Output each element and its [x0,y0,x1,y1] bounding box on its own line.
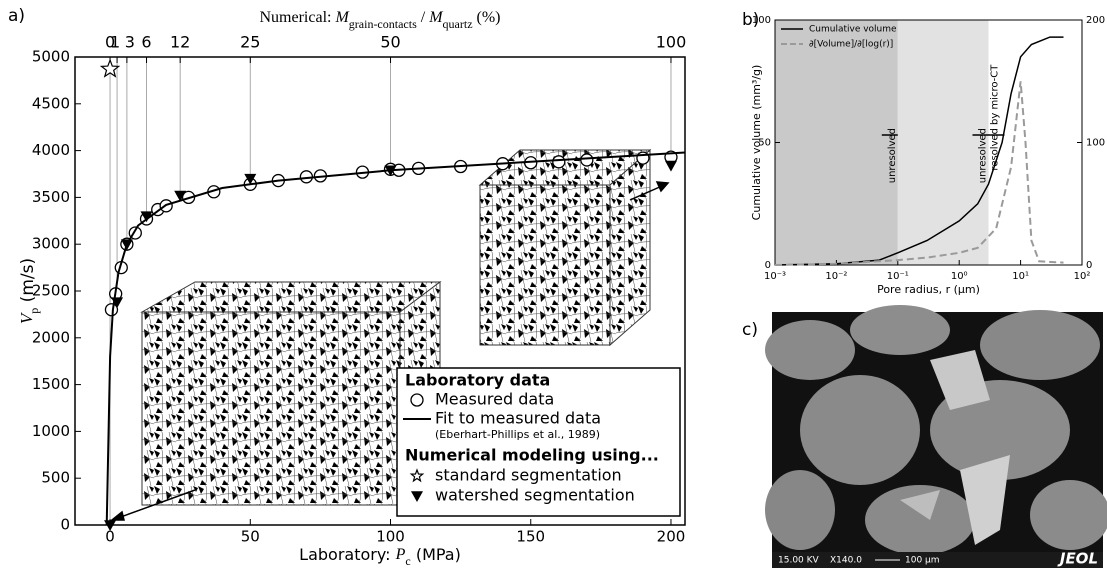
y-tick-label: 0 [765,260,771,271]
legend-label: Fit to measured data [435,409,601,428]
x2-tick-label: 100 [656,33,687,52]
resolution-region [775,20,898,265]
axis-label-part: Laboratory: [299,545,395,564]
region-label: by micro-CT [989,64,1000,125]
y-tick-label: 0 [60,516,70,534]
y2-tick-label: 0 [1086,260,1092,271]
axis-label-part: (m/s) [18,258,38,308]
sem-footer: JEOL [1057,550,1098,568]
y2-tick-label: 200 [1086,15,1105,26]
sem-footer: X140.0 [830,556,862,566]
y2-tick-label: 100 [1086,138,1105,149]
axis-label: Vp (m/s) [17,258,41,324]
y-tick-label: 3500 [32,188,70,206]
y-tick-label: 3000 [32,235,70,253]
legend-label: watershed segmentation [435,486,635,505]
axis-label-part: Numerical: [259,9,335,26]
x-tick-label: 10⁻¹ [887,271,909,282]
sem-footer: 15.00 KV [778,556,820,566]
x2-tick-label: 6 [141,33,151,52]
region-label: unresolved [977,128,988,183]
inset-cube-large [142,282,440,505]
resolution-region [898,20,989,265]
x2-tick-label: 3 [125,33,135,52]
legend-group: Numerical modeling using... [405,446,659,465]
axis-label-part: / [417,9,429,26]
legend-label: Cumulative volume [809,25,897,35]
x-tick-label: 50 [241,528,260,546]
y-tick-label: 5000 [32,48,70,66]
x-tick-label: 10² [1074,271,1091,282]
legend-label: ∂[Volume]/∂[log(r)] [809,40,893,50]
x-tick-label: 10⁻³ [764,271,786,282]
sem-image [765,305,1107,568]
data-point [553,156,565,168]
x2-tick-label: 1 [110,33,120,52]
legend-group: Laboratory data [405,371,550,390]
axis-label-part: grain-contacts [349,17,417,31]
legend-marker [411,394,423,406]
axis-label-part: quartz [443,17,473,31]
data-point [665,161,677,172]
y-tick-label: 100 [752,15,771,26]
legend-label: Measured data [435,390,554,409]
data-point [581,154,593,166]
region-label: unresolved [887,128,898,183]
figure: c) 15.00 KV X140.0 100 µm JEOL a) 0 136 12 2… [0,0,1107,570]
axis-label-part: P [395,546,406,563]
x-axis-label: Pore radius, r (µm) [877,283,980,296]
axis-label: Numerical: Mgrain-contacts / Mquartz (%) [259,9,500,31]
panel-label: a) [8,6,25,26]
x2-tick-label: 25 [240,33,260,52]
legend-reference: (Eberhart-Phillips et al., 1989) [435,428,600,441]
y-tick-label: 2000 [32,328,70,346]
y-tick-label: 1500 [32,375,70,393]
x2-tick-label: 50 [380,33,400,52]
panel-label: c) [742,320,758,340]
page: {"chart_data": [ {"type": "scatter", "pa… [0,0,1107,570]
legend-label: standard segmentation [435,466,622,485]
axis-label-part: (%) [473,9,501,26]
x-tick-label: 10⁰ [951,271,968,282]
x-tick-label: 10¹ [1012,271,1029,282]
x2-tick-label: 12 [170,33,190,52]
x-tick-label: 150 [516,528,545,546]
y-tick-label: 4500 [32,94,70,112]
x-tick-label: 10⁻² [825,271,847,282]
y-axis-label: Cumulative volume (mm³/g) [750,65,763,221]
y-tick-label: 1000 [32,422,70,440]
x-tick-label: 100 [376,528,405,546]
axis-label: Laboratory: Pc (MPa) [299,545,461,568]
x-tick-label: 200 [657,528,686,546]
y-tick-label: 500 [41,469,70,487]
sem-footer: 100 µm [905,556,940,566]
axis-label-part: (MPa) [411,545,461,564]
y-tick-label: 4000 [32,141,70,159]
inset-cube-small [480,150,650,345]
